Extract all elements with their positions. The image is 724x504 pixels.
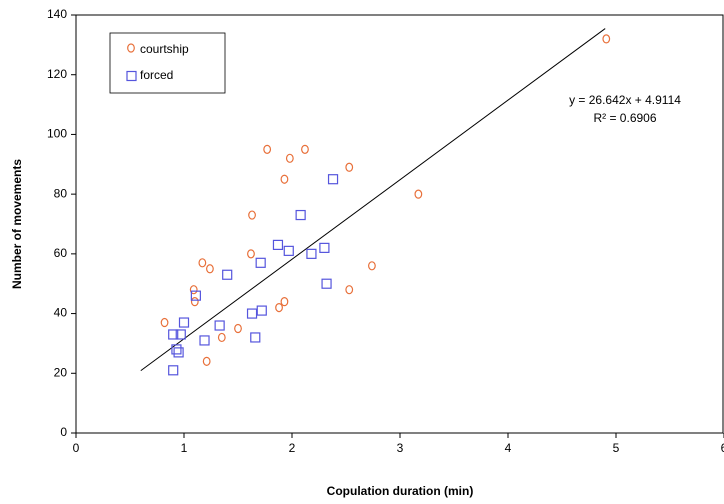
point: [345, 285, 354, 295]
point: [319, 242, 330, 253]
point: [321, 278, 332, 289]
y-tick-label: 80: [54, 186, 68, 200]
point: [295, 209, 306, 221]
y-tick-label: 100: [47, 127, 67, 141]
x-tick-label: 0: [73, 441, 80, 455]
point: [256, 305, 267, 316]
point: [160, 317, 169, 328]
point: [168, 365, 179, 376]
legend-marker: [127, 43, 135, 53]
x-tick-label: 6: [721, 441, 724, 455]
point: [178, 317, 190, 328]
legend-label: courtship: [140, 42, 189, 56]
point: [327, 174, 339, 185]
point: [345, 162, 354, 172]
x-tick-label: 3: [397, 441, 404, 455]
point: [368, 261, 376, 271]
y-tick-label: 0: [60, 425, 67, 439]
point: [190, 297, 199, 307]
point: [168, 329, 179, 340]
point: [285, 153, 294, 163]
point: [171, 344, 182, 355]
point: [190, 290, 201, 301]
y-tick-label: 40: [54, 306, 68, 320]
y-tick-label: 20: [54, 365, 68, 379]
trend-equation: y = 26.642x + 4.9114: [569, 93, 681, 107]
point: [222, 269, 233, 280]
point: [189, 285, 198, 295]
x-tick-label: 1: [181, 441, 188, 455]
x-axis-title: Copulation duration (min): [327, 484, 474, 498]
point: [247, 249, 255, 259]
point: [283, 245, 294, 256]
point: [280, 174, 289, 184]
x-tick-label: 5: [613, 441, 620, 455]
point: [250, 332, 261, 343]
point: [199, 335, 210, 346]
point: [175, 329, 186, 340]
point: [206, 264, 214, 274]
point: [234, 323, 242, 334]
point: [263, 144, 272, 154]
point: [272, 239, 284, 250]
point: [202, 356, 211, 366]
trendline: [140, 28, 606, 372]
point: [275, 303, 283, 313]
y-tick-label: 140: [47, 7, 67, 21]
point: [246, 308, 258, 319]
point: [602, 34, 611, 44]
y-tick-label: 120: [47, 67, 67, 81]
point: [248, 210, 256, 220]
point: [301, 144, 309, 154]
x-tick-label: 4: [505, 441, 512, 455]
y-axis-title: Number of movements: [10, 159, 24, 289]
legend-label: forced: [140, 68, 173, 82]
point: [306, 248, 317, 259]
point: [173, 347, 184, 358]
point: [255, 257, 266, 268]
x-tick-label: 2: [289, 441, 296, 455]
point: [214, 320, 225, 331]
point: [414, 189, 423, 199]
legend-marker: [126, 70, 137, 82]
y-tick-label: 60: [54, 246, 68, 260]
legend-box: [109, 32, 226, 94]
point: [198, 258, 207, 268]
point: [217, 332, 226, 343]
point: [280, 297, 289, 307]
trend-r2: R² = 0.6906: [593, 111, 656, 125]
